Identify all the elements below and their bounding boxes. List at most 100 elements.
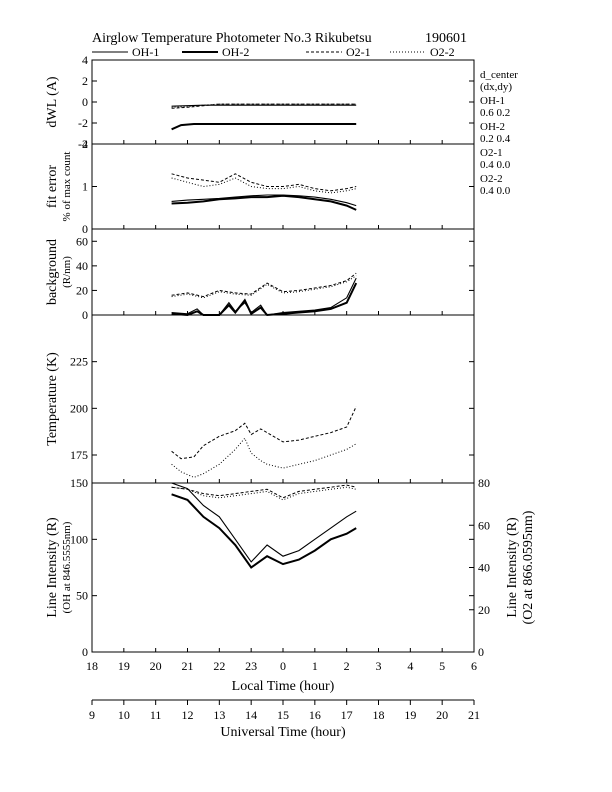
- y-tick-label: 60: [76, 234, 88, 248]
- ut-tick-label: 9: [89, 708, 95, 722]
- series-line-oh-2: [171, 282, 358, 317]
- panel-fit: 2 1 0 fit error% of max count: [45, 137, 475, 236]
- panel-frame-background: [91, 228, 475, 316]
- y2-tick-label: 60: [478, 518, 490, 532]
- ut-tick-label: 18: [373, 708, 385, 722]
- y2-tick-label: 20: [478, 603, 490, 617]
- panel-frame-temperature: [91, 314, 475, 484]
- y-tick-label: 0: [82, 95, 88, 109]
- local-time-tick-label: 0: [280, 659, 286, 673]
- series-line-o2-2: [171, 103, 357, 108]
- d-center-row-name: O2-1: [480, 147, 503, 159]
- y-tick-label: 175: [70, 448, 88, 462]
- legend-label: OH-1: [132, 45, 159, 59]
- series-line-o2-1: [171, 484, 357, 499]
- local-time-tick-label: 18: [86, 659, 98, 673]
- y-tick-label: 50: [76, 589, 88, 603]
- ut-tick-label: 17: [341, 708, 353, 722]
- y2-tick-label: 0: [478, 645, 484, 659]
- series-line-o2-2: [171, 486, 357, 501]
- y-axis-title-2: (R/nm): [61, 256, 73, 288]
- y-tick-label: 40: [76, 259, 88, 273]
- series-line-o2-2: [171, 275, 357, 299]
- series-line-o2-1: [171, 173, 357, 192]
- ut-tick-label: 15: [277, 708, 289, 722]
- y-axis-title: Line Intensity (R): [45, 517, 60, 618]
- d-center-row-value: 0.4 0.0: [480, 159, 511, 171]
- ut-tick-label: 21: [468, 708, 480, 722]
- y-axis-title: Temperature (K): [45, 352, 60, 446]
- local-time-axis-title: Local Time (hour): [232, 679, 335, 694]
- local-time-tick-label: 22: [213, 659, 225, 673]
- y-axis-title: fit error: [45, 165, 60, 208]
- panel-dwl: 4 2 0 -2 -4 dWL (A): [45, 53, 475, 151]
- y-tick-label: 1: [82, 180, 88, 194]
- series-line-oh-1: [171, 194, 357, 207]
- y-tick-label: 150: [70, 476, 88, 490]
- local-time-tick-label: 5: [439, 659, 445, 673]
- legend: OH-1 OH-2 O2-1 O2-2: [92, 45, 455, 59]
- y-tick-label: 4: [82, 53, 88, 67]
- series-line-oh-2: [171, 123, 357, 131]
- ut-tick-label: 16: [309, 708, 321, 722]
- y2-tick-label: 40: [478, 561, 490, 575]
- y-tick-label: 100: [70, 532, 88, 546]
- y-tick-label: -4: [78, 137, 88, 151]
- chart-title: Airglow Temperature Photometer No.3 Riku…: [92, 31, 372, 46]
- series-line-oh-1: [171, 482, 357, 563]
- y-tick-label: 225: [70, 355, 88, 369]
- series-line-oh-2: [171, 493, 357, 569]
- d-center-row-name: O2-2: [480, 173, 503, 185]
- d-center-block: d_center(dx,dy) OH-10.6 0.2 OH-20.2 0.4 O2-…: [480, 69, 518, 197]
- y2-axis-title-2: (O2 at 866.0595nm): [521, 510, 536, 624]
- local-time-tick-label: 20: [150, 659, 162, 673]
- local-time-tick-label: 23: [245, 659, 257, 673]
- ut-tick-label: 10: [118, 708, 130, 722]
- panel-background: 60 40 20 0 background (R/nm): [45, 228, 475, 322]
- series-line-oh-2: [171, 194, 357, 211]
- ut-tick-label: 11: [150, 708, 162, 722]
- legend-label: O2-2: [430, 45, 455, 59]
- local-time-tick-label: 2: [344, 659, 350, 673]
- series-line-o2-1: [171, 272, 357, 298]
- local-time-tick-label: 21: [182, 659, 194, 673]
- panel-temperature: 225 200 175 Temperature (K): [45, 314, 475, 484]
- panel-frame-dwl: [91, 59, 475, 145]
- y-tick-label: 2: [82, 137, 88, 151]
- y2-axis-title: Line Intensity (R): [505, 517, 520, 618]
- ut-tick-label: 19: [404, 708, 416, 722]
- y-tick-label: 20: [76, 283, 88, 297]
- y-tick-label: 0: [82, 222, 88, 236]
- y-tick-label: 0: [82, 645, 88, 659]
- local-time-tick-label: 3: [376, 659, 382, 673]
- local-time-tick-label: 19: [118, 659, 130, 673]
- chart-date: 190601: [425, 31, 467, 46]
- ut-axis-title: Universal Time (hour): [220, 725, 346, 740]
- d-center-subheading: (dx,dy): [480, 81, 512, 93]
- y-tick-label: 2: [82, 74, 88, 88]
- d-center-row-name: OH-1: [480, 95, 505, 107]
- y-axis-title-2: % of max count: [61, 152, 73, 222]
- series-line-o2-1: [171, 103, 357, 109]
- d-center-row-value: 0.4 0.0: [480, 185, 511, 197]
- local-time-tick-label: 1: [312, 659, 318, 673]
- d-center-row-value: 0.6 0.2: [480, 107, 510, 119]
- ut-tick-label: 14: [245, 708, 257, 722]
- y-tick-label: 0: [82, 308, 88, 322]
- legend-label: O2-1: [346, 45, 371, 59]
- y-axis-title: dWL (A): [45, 76, 60, 128]
- series-line-o2-1: [171, 406, 357, 460]
- y-axis-title-2: (OH at 846.5555nm): [61, 521, 73, 613]
- ut-tick-label: 12: [182, 708, 194, 722]
- y2-tick-label: 80: [478, 476, 490, 490]
- y-axis-title: background: [45, 239, 60, 305]
- y-tick-label: 200: [70, 401, 88, 415]
- d-center-heading: d_center: [480, 69, 518, 81]
- ut-tick-label: 20: [436, 708, 448, 722]
- local-time-tick-label: 4: [407, 659, 413, 673]
- ut-tick-label: 13: [213, 708, 225, 722]
